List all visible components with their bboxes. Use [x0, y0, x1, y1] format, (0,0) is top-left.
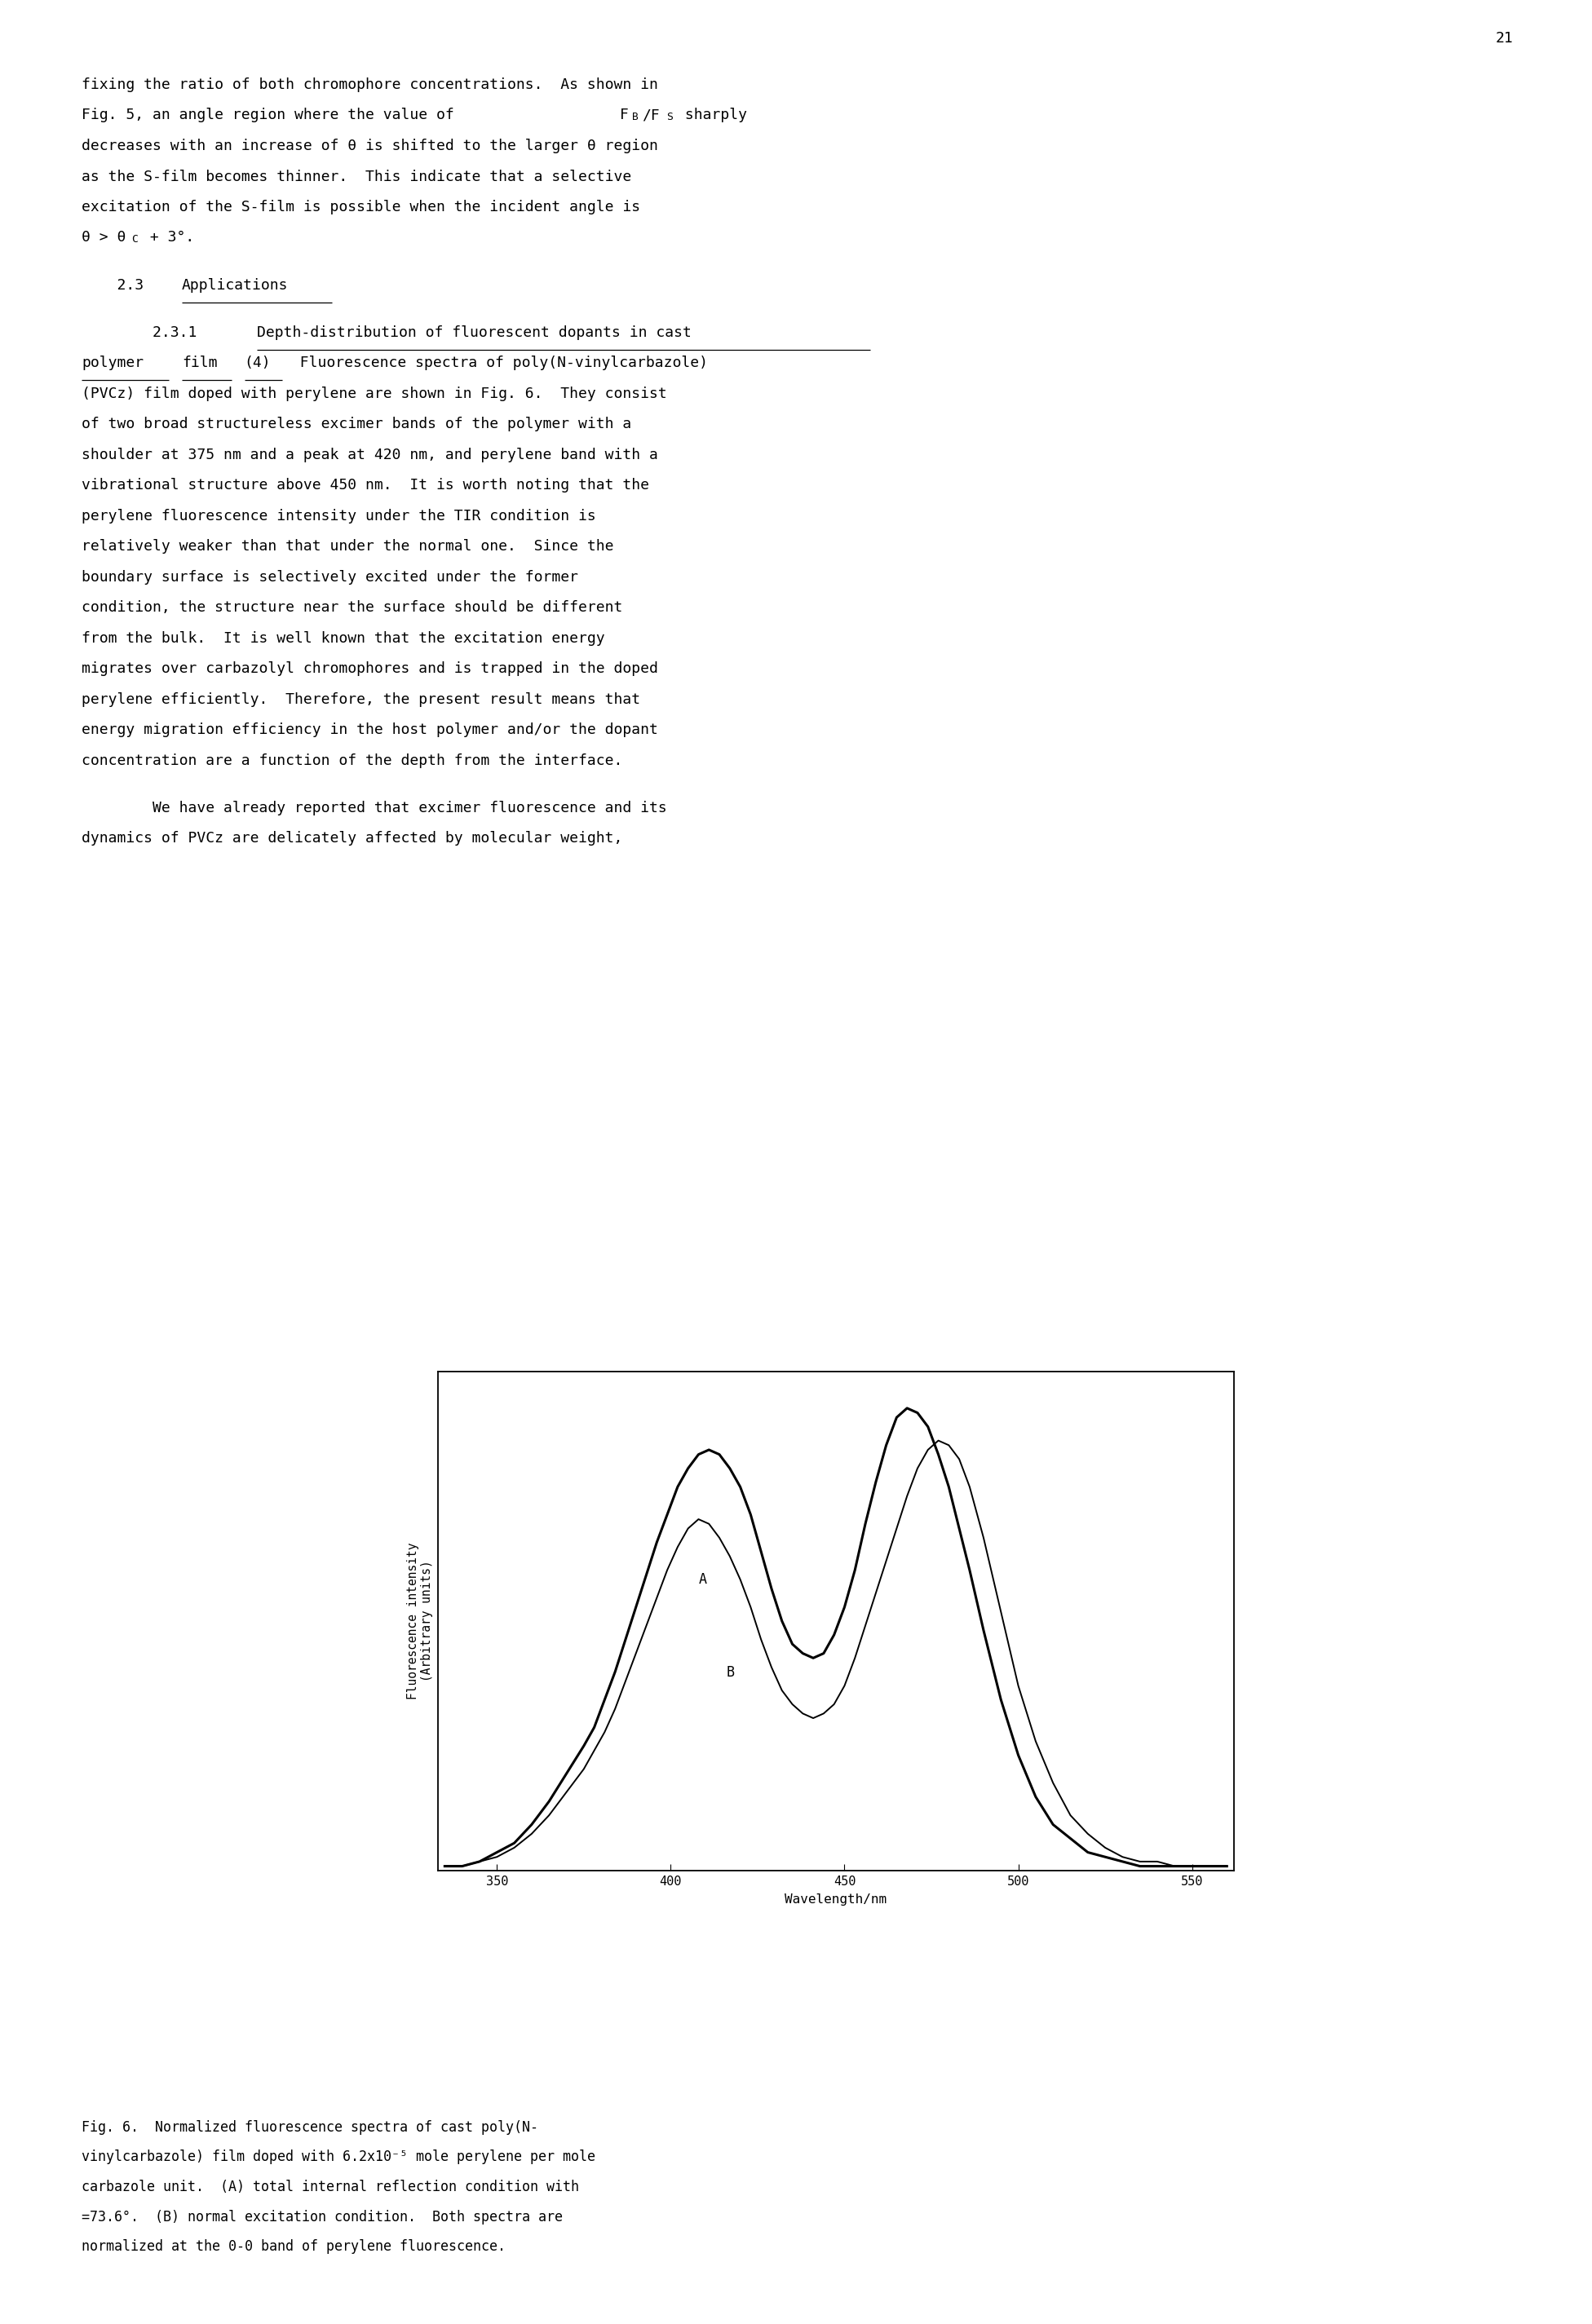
Text: F: F [619, 107, 629, 123]
Text: film: film [181, 356, 217, 370]
Text: excitation of the S-film is possible when the incident angle is: excitation of the S-film is possible whe… [81, 200, 640, 214]
Text: energy migration efficiency in the host polymer and/or the dopant: energy migration efficiency in the host … [81, 723, 657, 737]
Text: Fluorescence spectra of poly(N-vinylcarbazole): Fluorescence spectra of poly(N-vinylcarb… [282, 356, 707, 370]
Text: A: A [699, 1573, 707, 1587]
Text: from the bulk.  It is well known that the excitation energy: from the bulk. It is well known that the… [81, 630, 605, 646]
Text: =73.6°.  (B) normal excitation condition.  Both spectra are: =73.6°. (B) normal excitation condition.… [81, 2210, 562, 2224]
Text: B: B [726, 1664, 734, 1680]
Text: migrates over carbazolyl chromophores and is trapped in the doped: migrates over carbazolyl chromophores an… [81, 662, 657, 676]
Text: (4): (4) [244, 356, 271, 370]
Text: θ > θ: θ > θ [81, 230, 126, 244]
Text: vibrational structure above 450 nm.  It is worth noting that the: vibrational structure above 450 nm. It i… [81, 479, 650, 493]
Text: carbazole unit.  (A) total internal reflection condition with: carbazole unit. (A) total internal refle… [81, 2180, 579, 2194]
Text: shoulder at 375 nm and a peak at 420 nm, and perylene band with a: shoulder at 375 nm and a peak at 420 nm,… [81, 449, 657, 462]
Text: fixing the ratio of both chromophore concentrations.  As shown in: fixing the ratio of both chromophore con… [81, 77, 657, 93]
Text: of two broad structureless excimer bands of the polymer with a: of two broad structureless excimer bands… [81, 416, 632, 432]
Text: Applications: Applications [181, 279, 288, 293]
Text: C: C [132, 235, 139, 244]
Text: perylene fluorescence intensity under the TIR condition is: perylene fluorescence intensity under th… [81, 509, 595, 523]
Text: as the S-film becomes thinner.  This indicate that a selective: as the S-film becomes thinner. This indi… [81, 170, 632, 184]
Text: B: B [632, 112, 638, 123]
Text: Fig. 5, an angle region where the value of: Fig. 5, an angle region where the value … [81, 107, 463, 123]
Text: (PVCz) film doped with perylene are shown in Fig. 6.  They consist: (PVCz) film doped with perylene are show… [81, 386, 667, 402]
Text: boundary surface is selectively excited under the former: boundary surface is selectively excited … [81, 569, 578, 583]
Y-axis label: Fluorescence intensity
(Arbitrary units): Fluorescence intensity (Arbitrary units) [408, 1543, 433, 1699]
Text: normalized at the 0-0 band of perylene fluorescence.: normalized at the 0-0 band of perylene f… [81, 2240, 506, 2254]
Text: concentration are a function of the depth from the interface.: concentration are a function of the dept… [81, 753, 622, 767]
Text: 2.3.1: 2.3.1 [81, 325, 205, 339]
Text: + 3°.: + 3°. [142, 230, 194, 244]
Text: condition, the structure near the surface should be different: condition, the structure near the surfac… [81, 600, 622, 616]
X-axis label: Wavelength/nm: Wavelength/nm [785, 1894, 887, 1906]
Text: 2.3: 2.3 [81, 279, 153, 293]
Text: S: S [667, 112, 673, 123]
Text: sharply: sharply [677, 107, 747, 123]
Text: decreases with an increase of θ is shifted to the larger θ region: decreases with an increase of θ is shift… [81, 139, 657, 153]
Text: polymer: polymer [81, 356, 143, 370]
Text: relatively weaker than that under the normal one.  Since the: relatively weaker than that under the no… [81, 539, 615, 553]
Text: We have already reported that excimer fluorescence and its: We have already reported that excimer fl… [81, 802, 667, 816]
Text: 21: 21 [1495, 30, 1512, 46]
Text: /F: /F [642, 107, 659, 123]
Text: vinylcarbazole) film doped with 6.2x10⁻⁵ mole perylene per mole: vinylcarbazole) film doped with 6.2x10⁻⁵… [81, 2150, 595, 2164]
Text: Depth-distribution of fluorescent dopants in cast: Depth-distribution of fluorescent dopant… [256, 325, 691, 339]
Text: perylene efficiently.  Therefore, the present result means that: perylene efficiently. Therefore, the pre… [81, 693, 640, 706]
Text: dynamics of PVCz are delicately affected by molecular weight,: dynamics of PVCz are delicately affected… [81, 832, 622, 846]
Text: Fig. 6.  Normalized fluorescence spectra of cast poly(N-: Fig. 6. Normalized fluorescence spectra … [81, 2119, 538, 2136]
